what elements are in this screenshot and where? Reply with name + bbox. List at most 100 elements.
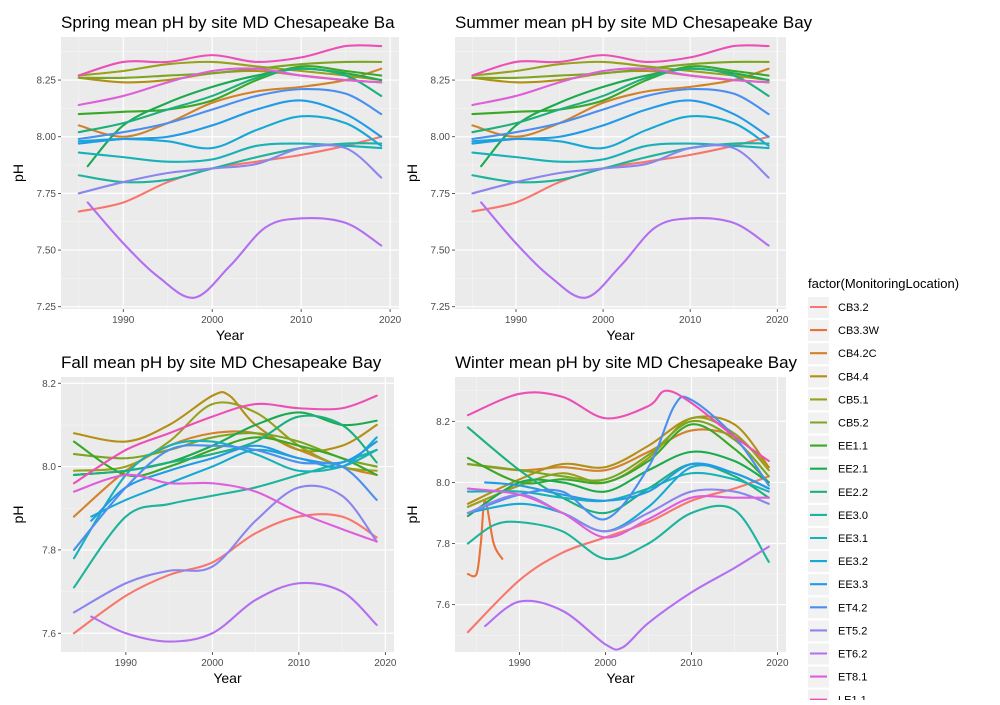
x-tick-label: 1990 [112, 315, 135, 326]
series-line [72, 473, 378, 543]
y-tick-label: 7.6 [42, 629, 56, 640]
series-line [471, 67, 770, 134]
panel-title: Fall mean pH by site MD Chesapeake Bay [61, 353, 382, 372]
x-tick-label: 2010 [288, 658, 311, 669]
legend-item: EE3.2 [808, 551, 868, 573]
legend-label: EE3.1 [838, 533, 868, 545]
y-axis-title: pH [404, 506, 420, 524]
series-group [471, 44, 770, 299]
y-tick-label: 8.25 [431, 76, 451, 87]
x-tick-label: 2010 [680, 658, 703, 669]
y-axis-title: pH [10, 164, 26, 182]
panel-title: Summer mean pH by site MD Chesapeake Bay [455, 13, 813, 32]
legend-item: CB4.2C [808, 343, 877, 365]
y-tick-label: 8.2 [436, 417, 450, 428]
x-tick-label: 2020 [766, 315, 789, 326]
legend-item: EE3.0 [808, 504, 868, 526]
series-line [77, 99, 383, 145]
y-tick-label: 8.00 [431, 132, 451, 143]
series-line [72, 484, 378, 614]
series-line [471, 142, 770, 163]
x-tick-label: 2010 [290, 315, 313, 326]
x-tick-label: 2000 [594, 658, 617, 669]
series-line [466, 471, 770, 503]
x-tick-label: 2000 [201, 315, 224, 326]
series-line [77, 65, 383, 116]
series-line [86, 201, 383, 299]
series-line [484, 462, 770, 502]
legend-label: ET5.2 [838, 625, 867, 637]
series-line [471, 60, 770, 80]
x-tick-label: 2000 [592, 315, 615, 326]
panel-1: Spring mean pH by site MD Chesapeake Ba 1… [10, 13, 402, 343]
legend-label: EE3.2 [838, 556, 868, 568]
series-line [466, 415, 770, 505]
series-line [466, 419, 770, 482]
x-tick-label: 2000 [201, 658, 224, 669]
y-axis-title: pH [10, 506, 26, 524]
series-line [77, 60, 383, 80]
y-tick-label: 7.25 [37, 302, 57, 313]
legend-label: CB3.3W [838, 325, 880, 337]
series-line [484, 545, 770, 651]
y-tick-label: 8.25 [37, 76, 57, 87]
y-tick-label: 7.8 [436, 539, 450, 550]
panel-3: Fall mean pH by site MD Chesapeake Bay 19… [10, 353, 397, 686]
panel-2: Summer mean pH by site MD Chesapeake Bay… [404, 13, 813, 343]
series-group [466, 389, 770, 651]
series-line [90, 440, 378, 522]
x-axis-title: Year [606, 670, 635, 686]
series-line [90, 581, 378, 643]
legend-item: LE1.1 [808, 689, 867, 705]
y-tick-label: 8.00 [37, 132, 57, 143]
x-axis-title: Year [606, 327, 635, 343]
y-axis-title: pH [404, 164, 420, 182]
series-line [471, 65, 770, 116]
legend-key [808, 689, 829, 705]
legend-title: factor(MonitoringLocation) [808, 276, 959, 291]
y-tick-label: 7.75 [431, 189, 451, 200]
panel-4: Winter mean pH by site MD Chesapeake Bay… [404, 353, 798, 686]
legend-item: ET8.1 [808, 666, 867, 688]
legend-label: EE2.1 [838, 464, 868, 476]
legend-label: CB3.2 [838, 302, 869, 314]
series-group [77, 44, 383, 299]
y-tick-label: 8.0 [42, 462, 56, 473]
legend-item: EE1.1 [808, 435, 868, 457]
series-line [466, 423, 770, 485]
legend-label: EE2.2 [838, 487, 868, 499]
series-line [77, 67, 383, 134]
y-tick-label: 7.50 [37, 246, 57, 257]
legend-label: ET4.2 [838, 602, 867, 614]
series-line [471, 87, 770, 141]
x-tick-label: 2010 [679, 315, 702, 326]
legend-item: ET4.2 [808, 597, 867, 619]
series-line [90, 436, 378, 518]
legend-item: CB5.1 [808, 389, 869, 411]
legend-item: EE3.1 [808, 528, 868, 549]
y-tick-label: 7.50 [431, 246, 451, 257]
series-line [466, 395, 770, 521]
series-line [77, 67, 383, 107]
series-line [466, 499, 504, 578]
y-tick-label: 7.75 [37, 189, 57, 200]
legend-label: CB4.4 [838, 371, 869, 383]
series-line [77, 144, 383, 195]
legend-item: ET5.2 [808, 620, 867, 642]
legend-item: CB5.2 [808, 412, 869, 434]
legend-label: CB5.1 [838, 394, 869, 406]
series-line [77, 142, 383, 163]
x-tick-label: 1990 [115, 658, 138, 669]
panel-title: Spring mean pH by site MD Chesapeake Ba [61, 13, 395, 32]
legend-label: ET6.2 [838, 649, 867, 661]
y-tick-label: 8.2 [42, 379, 56, 390]
x-tick-label: 2020 [766, 658, 789, 669]
legend-item: EE2.2 [808, 481, 868, 503]
x-tick-label: 2020 [379, 315, 402, 326]
legend-item: EE2.1 [808, 458, 868, 480]
legend-item: ET6.2 [808, 643, 867, 665]
legend-label: CB4.2C [838, 348, 877, 360]
series-line [466, 487, 770, 539]
